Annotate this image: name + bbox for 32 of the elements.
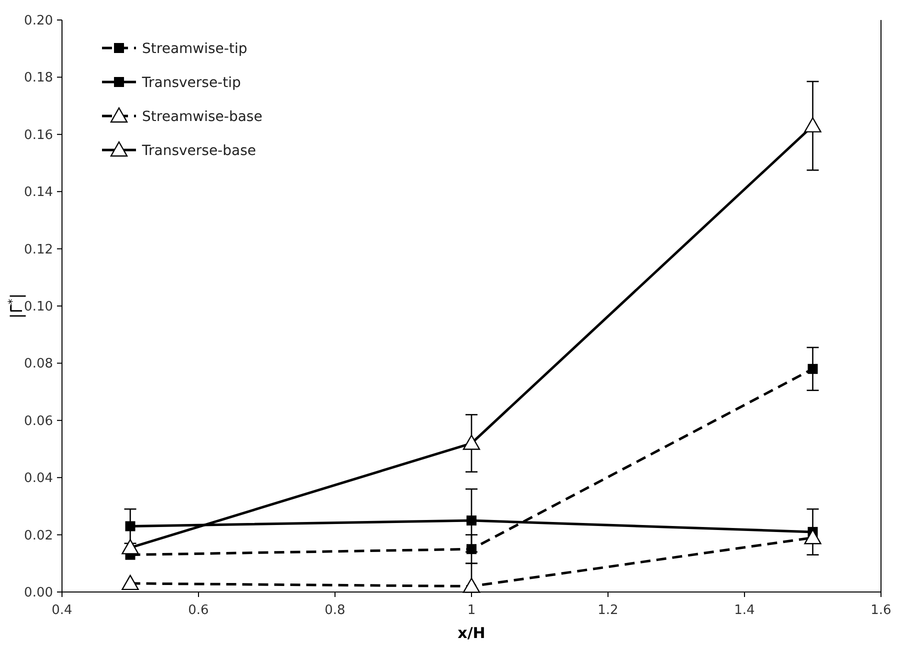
x-tick-label: 1.4: [734, 603, 755, 618]
x-axis-title: x/H: [458, 624, 486, 642]
legend-label: Transverse-tip: [141, 75, 241, 91]
y-tick-label: 0.10: [24, 300, 53, 314]
x-tick-label: 1: [467, 603, 476, 618]
point: [466, 516, 476, 526]
point: [462, 578, 480, 593]
y-tick-label: 0.04: [24, 471, 53, 486]
x-tick-label: 1.6: [870, 603, 892, 618]
x-tick-label: 1.2: [598, 603, 618, 618]
point: [804, 117, 822, 132]
y-tick-label: 0.14: [24, 185, 53, 200]
point: [122, 574, 139, 590]
point: [462, 434, 480, 450]
y-tick-label: 0.08: [24, 356, 53, 372]
y-tick-label: 0.16: [24, 128, 53, 143]
x-tick-label: 0.6: [188, 603, 209, 618]
y-tick-label: 0.02: [24, 528, 53, 544]
point: [804, 529, 822, 544]
legend-label: Transverse-base: [141, 143, 256, 159]
legend-label: Streamwise-base: [142, 109, 262, 125]
x-tick-label: 0.8: [324, 603, 346, 618]
y-tick-label: 0.00: [24, 586, 53, 600]
y-tick-label: 0.18: [24, 70, 53, 86]
x-tick-label: 0.4: [52, 603, 72, 618]
point: [808, 364, 818, 374]
point: [125, 521, 136, 532]
y-tick-label: 0.06: [24, 414, 53, 429]
legend-label: Streamwise-tip: [142, 41, 248, 57]
y-tick-label: 0.20: [24, 14, 53, 28]
point: [122, 539, 139, 554]
y-tick-label: 0.12: [24, 242, 53, 258]
